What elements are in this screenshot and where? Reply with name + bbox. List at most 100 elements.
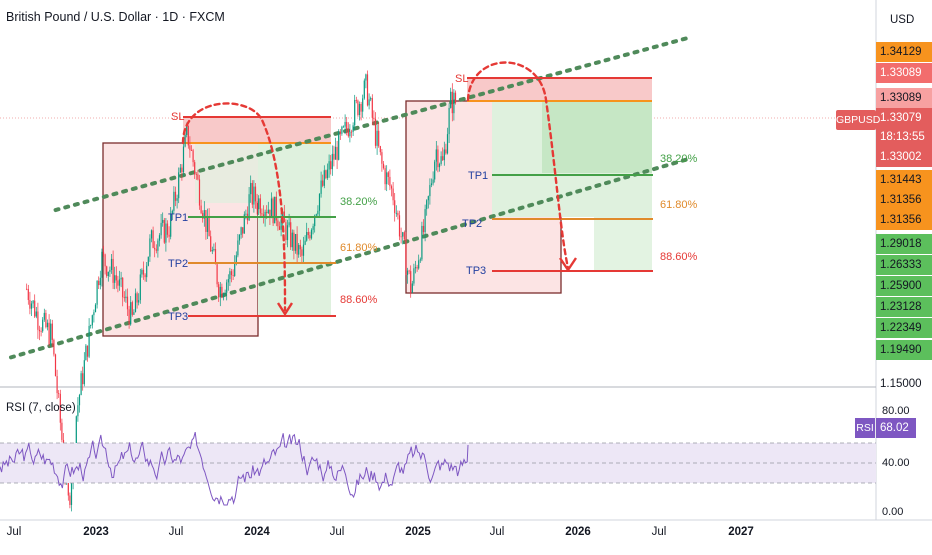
candle-body (154, 247, 156, 250)
candle-body (304, 240, 306, 245)
candle-body (381, 152, 383, 164)
time-tick-label: Jul (6, 526, 22, 538)
candle-body (136, 293, 138, 303)
candle-body (94, 304, 97, 313)
candle-body (162, 219, 164, 223)
candle-body (374, 118, 377, 146)
candle-body (221, 286, 223, 298)
candle-body (168, 234, 170, 237)
candle-body (179, 167, 181, 173)
candle-body (408, 270, 410, 272)
candle-body (397, 212, 399, 216)
candle-body (366, 74, 369, 106)
candle-body (389, 176, 391, 187)
candle-body (443, 149, 445, 161)
price-label: 1.29018 (876, 234, 932, 254)
candle-body (192, 150, 194, 163)
candle-body (400, 236, 402, 238)
candle-body (422, 225, 425, 233)
candle-body (272, 198, 274, 224)
candle-body (85, 345, 87, 361)
candle-body (208, 216, 210, 237)
candle-body (376, 130, 378, 146)
candle-body (176, 198, 178, 201)
right-profit-zone-strong (542, 101, 652, 173)
rsi-value: 68.02 (876, 418, 916, 438)
candle-body (146, 265, 148, 278)
candle-body (78, 395, 81, 406)
candle-body (424, 209, 426, 233)
candle-body (210, 236, 212, 252)
candle-body (392, 188, 394, 201)
candle-body (222, 293, 225, 298)
candle-body (59, 393, 61, 423)
candle-body (158, 235, 161, 241)
candle-body (342, 126, 345, 128)
price-label: 1.33089 (876, 88, 932, 108)
left-stop-zone (183, 117, 331, 143)
candle-body (118, 279, 121, 286)
candle-body (80, 373, 82, 396)
candle-body (269, 209, 271, 219)
candle-body (358, 103, 361, 116)
candle-body (147, 256, 149, 266)
candle-body (440, 156, 442, 164)
candle-body (266, 211, 268, 214)
candle-body (131, 302, 133, 315)
candle-body (181, 167, 183, 173)
rsi-line (0, 431, 469, 506)
candle-body (294, 234, 297, 251)
candle-body (160, 222, 162, 236)
candle-body (259, 198, 261, 214)
candle-body (437, 149, 439, 168)
candle-body (30, 303, 33, 309)
candle-body (234, 263, 236, 276)
price-label: 1.33002 (876, 147, 932, 167)
candle-body (189, 145, 191, 151)
candle-body (450, 91, 452, 108)
candle-body (187, 125, 189, 146)
candle-body (291, 232, 293, 248)
candle-body (56, 376, 58, 394)
candle-body (93, 312, 95, 316)
candle-body (203, 210, 205, 219)
candle-body (48, 322, 50, 345)
right-extended-zone (594, 217, 652, 271)
candle-body (442, 156, 444, 161)
right-stop-zone (467, 78, 652, 101)
candle-body (190, 150, 193, 151)
candle-body (258, 198, 260, 210)
candle-body (270, 198, 273, 219)
candle-body (83, 360, 85, 385)
right-sl-label: SL (455, 73, 468, 85)
candle-body (40, 331, 42, 332)
candle-body (51, 323, 53, 340)
candle-body (330, 161, 332, 170)
candle-body (195, 174, 197, 175)
candle-body (357, 100, 359, 116)
left-arrow-path (181, 102, 287, 312)
candle-body (427, 196, 429, 201)
left-tp3-label: TP3 (168, 311, 188, 323)
candle-body (102, 251, 105, 255)
price-label: 1.26333 (876, 255, 932, 275)
time-tick-label: 2025 (405, 526, 431, 538)
candle-body (451, 91, 453, 114)
candle-body (355, 100, 357, 101)
candle-body (336, 146, 338, 160)
price-label: 18:13:55 (876, 127, 932, 147)
candle-body (128, 309, 130, 325)
candle-body (27, 289, 29, 301)
price-label: 1.19490 (876, 340, 932, 360)
candle-body (387, 172, 389, 177)
candle-body (278, 226, 281, 230)
candle-body (248, 194, 250, 221)
candle-body (126, 296, 129, 310)
candle-body (318, 193, 321, 211)
candle-body (90, 325, 92, 326)
candle-body (237, 240, 239, 256)
candle-body (275, 196, 277, 221)
rsi-tick-80: 80.00 (882, 405, 910, 417)
